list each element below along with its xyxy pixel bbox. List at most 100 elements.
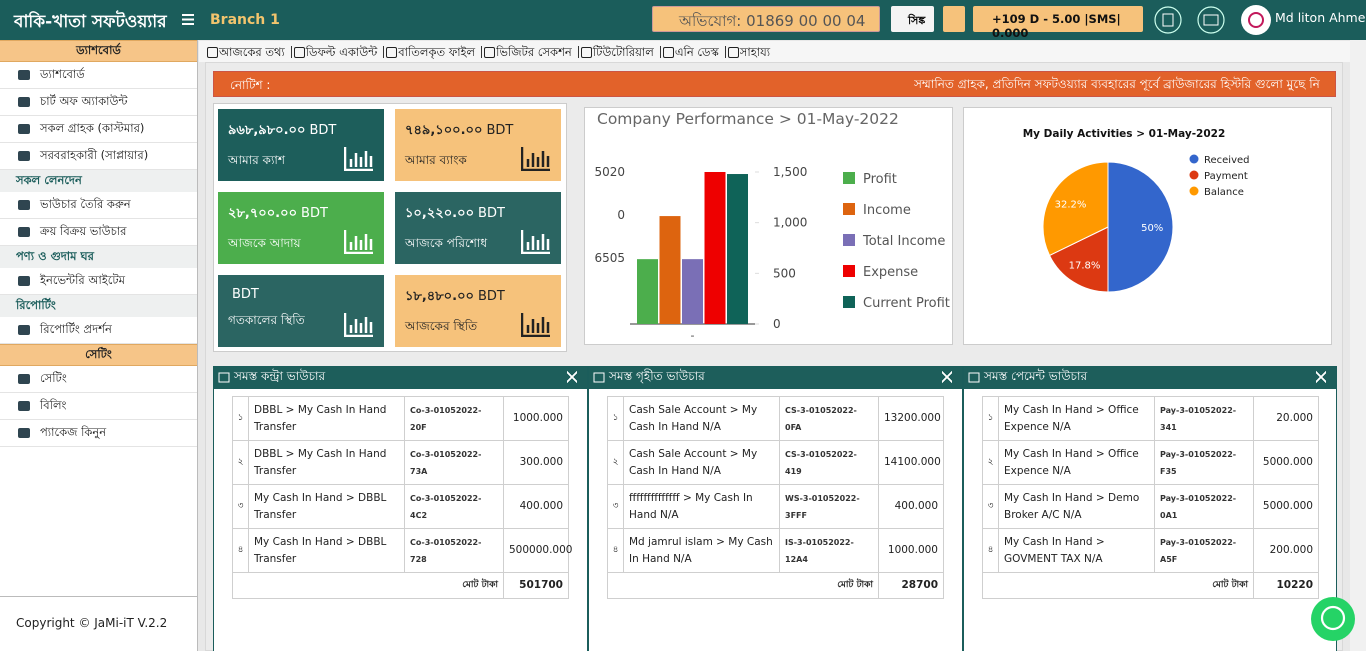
row-code: Pay-3-01052022-341 bbox=[1154, 396, 1254, 441]
menu-label: সকল লেনদেন bbox=[16, 172, 82, 187]
summary-cards: ৯৬৮,৯৮০.০০ BDT আমার ক্যাশ ৭৪৯,১০০.০০ BDT আমার… bbox=[213, 103, 567, 352]
header: বাকি-খাতা সফটওয়্যার Branch 1 অভিযোগ: 01… bbox=[0, 0, 1366, 40]
close-button[interactable] bbox=[942, 370, 952, 384]
icon-shape bbox=[18, 70, 30, 80]
icon-button[interactable] bbox=[943, 6, 965, 32]
nav-link[interactable]: এনি ডেস্ক bbox=[661, 45, 726, 58]
voucher-row: ৪ My Cash In Hand > GOVMENT TAX N/A Pay-3-… bbox=[982, 528, 1319, 573]
row-index: ২ bbox=[607, 440, 624, 485]
brand: বাকি-খাতা সফটওয়্যার bbox=[14, 12, 167, 32]
performance-panel: Company Performance > 01-May-2022 0 500 1,0… bbox=[584, 107, 953, 345]
row-description: Cash Sale Account > My Cash In Hand N/A bbox=[623, 440, 780, 485]
voucher-table: ১ DBBL > My Cash In Hand Transfer Co-3-010… bbox=[232, 396, 572, 599]
icon-shape bbox=[18, 124, 30, 134]
menu-icon bbox=[18, 151, 30, 161]
legend-label: Received bbox=[1204, 155, 1250, 166]
card-label: আমার ব্যাংক bbox=[405, 153, 467, 167]
y-tick-label: 6505 bbox=[594, 251, 625, 265]
top-nav: আজকের তথ্য ডিফল্ট একাউন্ট বাতিলকৃত ফাইল ভিজ… bbox=[199, 41, 1350, 62]
row-amount: 20.000 bbox=[1253, 396, 1319, 441]
row-index: ৩ bbox=[607, 484, 624, 529]
voucher-panel: সমস্ত পেমেন্ট ভাউচার ১ My Cash In Hand > O… bbox=[963, 366, 1337, 651]
branch[interactable]: Branch 1 bbox=[210, 12, 280, 28]
menu-item[interactable]: রিপোর্টিং প্রদর্শন bbox=[0, 317, 197, 344]
nav-link[interactable]: সাহায্য bbox=[726, 46, 776, 58]
card-amount: ৭৪৯,১০০.০০ bbox=[405, 123, 483, 138]
avatar[interactable] bbox=[1240, 4, 1272, 36]
nav-link[interactable]: বাতিলকৃত ফাইল bbox=[384, 45, 483, 58]
menu-icon bbox=[18, 325, 30, 335]
total-amount: 28700 bbox=[878, 572, 944, 599]
close-button[interactable] bbox=[1316, 370, 1326, 384]
y-tick-label: 5020 bbox=[594, 165, 625, 179]
voucher-panel: সমস্ত গৃহীত ভাউচার ১ Cash Sale Account > M… bbox=[588, 366, 963, 651]
icon-shape bbox=[18, 401, 30, 411]
scrollbar[interactable] bbox=[1350, 40, 1366, 651]
menu-item[interactable]: ইনভেন্টরি আইটেম bbox=[0, 268, 197, 295]
voucher-row: ১ Cash Sale Account > My Cash In Hand N/A… bbox=[607, 396, 944, 441]
row-code: Pay-3-01052022-F35 bbox=[1154, 440, 1254, 485]
nav-link[interactable]: আজকের তথ্য bbox=[205, 45, 292, 58]
menu-item[interactable]: সেটিং bbox=[0, 366, 197, 393]
menu-item[interactable]: ভাউচার তৈরি করুন bbox=[0, 192, 197, 219]
menu-label: ইনভেন্টরি আইটেম bbox=[40, 272, 126, 287]
row-amount: 14100.000 bbox=[878, 440, 944, 485]
row-amount: 13200.000 bbox=[878, 396, 944, 441]
menu-item[interactable]: ক্রয় বিক্রয় ভাউচার bbox=[0, 219, 197, 246]
user-name[interactable]: Md liton Ahme bbox=[1275, 10, 1366, 25]
menu-item[interactable]: সরবরাহকারী (সাপ্লায়ার) bbox=[0, 143, 197, 170]
card-label: আজকে আদায় bbox=[228, 236, 301, 250]
pie-slice bbox=[1042, 161, 1109, 257]
voucher-row: ৩ ffffffffffffff > My Cash In Hand N/A WS-… bbox=[607, 484, 944, 529]
whatsapp-button[interactable] bbox=[1310, 596, 1356, 642]
summary-card: ৯৬৮,৯৮০.০০ BDT আমার ক্যাশ bbox=[218, 109, 384, 181]
header-icons[interactable] bbox=[1154, 5, 1226, 35]
nav-link[interactable]: টিউটোরিয়াল bbox=[579, 45, 661, 58]
pie-slice bbox=[1048, 226, 1109, 293]
sync-button[interactable]: সিঙ্ক bbox=[891, 6, 934, 32]
icon-shape bbox=[18, 325, 30, 335]
row-description: My Cash In Hand > Demo Broker A/C N/A bbox=[998, 484, 1155, 529]
menu-label: পণ্য ও গুদাম ঘর bbox=[16, 248, 94, 263]
menu-item[interactable]: সকল গ্রাহক (কাস্টমার) bbox=[0, 116, 197, 143]
voucher-icon bbox=[968, 372, 980, 383]
card-icon bbox=[521, 230, 550, 254]
summary-card: BDT গতকালের স্থিতি bbox=[218, 275, 384, 347]
menu-item[interactable]: ড্যাশবোর্ড bbox=[0, 62, 197, 89]
icon-shape bbox=[521, 230, 550, 254]
menu-item[interactable]: চার্ট অফ অ্যাকাউন্ট bbox=[0, 89, 197, 116]
menu-icon bbox=[18, 374, 30, 384]
row-amount: 400.000 bbox=[878, 484, 944, 529]
card-amount: ২৮,৭০০.০০ bbox=[228, 206, 298, 221]
row-amount: 5000.000 bbox=[1253, 440, 1319, 485]
card-icon bbox=[344, 230, 373, 254]
menu-label: সেটিং bbox=[85, 346, 112, 361]
table-body: ১ My Cash In Hand > Office Expence N/A Pay… bbox=[982, 396, 1319, 599]
nav-link[interactable]: ডিফল্ট একাউন্ট bbox=[292, 45, 385, 58]
card-label: আজকের স্থিতি bbox=[405, 319, 478, 333]
menu-label: ভাউচার তৈরি করুন bbox=[40, 196, 131, 211]
card-label: আমার ক্যাশ bbox=[228, 153, 286, 167]
row-index: ৪ bbox=[232, 528, 249, 573]
close-button[interactable] bbox=[567, 370, 577, 384]
icon-shape bbox=[344, 147, 373, 171]
legend-label: Current Profit bbox=[863, 296, 950, 311]
menu-toggle[interactable] bbox=[182, 14, 194, 25]
copyright: Copyright © JaMi-iT V.2.2 bbox=[16, 616, 168, 630]
card-amount-line: BDT bbox=[228, 287, 374, 302]
card-currency: BDT bbox=[478, 206, 505, 221]
menu-item[interactable]: বিলিং bbox=[0, 393, 197, 420]
y2-tick-label: 1,500 bbox=[773, 165, 807, 179]
menu-item[interactable]: প্যাকেজ কিনুন bbox=[0, 420, 197, 447]
card-amount: ১০,২২০.০০ bbox=[405, 206, 475, 221]
total-label: মোট টাকা bbox=[982, 572, 1254, 599]
nav-link[interactable]: ভিজিটর সেকশন bbox=[482, 45, 579, 58]
menu-section: ড্যাশবোর্ড bbox=[0, 40, 197, 62]
balance: +109 D - 5.00 |SMS| 0.000 bbox=[992, 12, 1121, 40]
sidebar-divider bbox=[0, 596, 197, 597]
legend-swatch bbox=[1189, 154, 1199, 164]
chart-title: Company Performance > 01-May-2022 bbox=[597, 110, 899, 128]
bar bbox=[637, 259, 658, 324]
bar bbox=[659, 216, 681, 324]
